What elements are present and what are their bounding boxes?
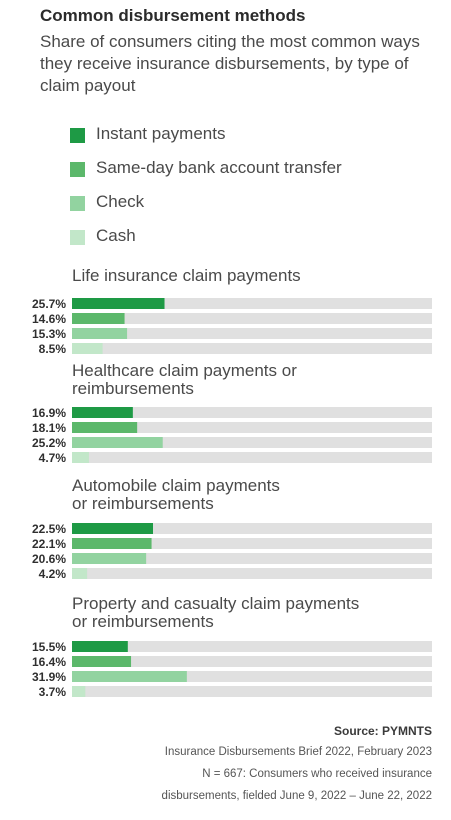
data-label: 18.1% [32, 421, 66, 435]
bar [72, 641, 128, 652]
data-label: 15.5% [32, 640, 66, 654]
chart-subtitle: Share of consumers citing the most commo… [40, 32, 420, 95]
footer-note-2: N = 667: Consumers who received insuranc… [202, 768, 432, 780]
group-title: Healthcare claim payments or [72, 361, 297, 380]
bar [72, 437, 163, 448]
data-label: 22.5% [32, 522, 66, 536]
data-label: 8.5% [39, 342, 67, 356]
legend-label: Cash [96, 226, 136, 245]
bar-track [72, 523, 432, 534]
data-label: 14.6% [32, 312, 66, 326]
bar-track [72, 452, 432, 463]
group-title: reimbursements [72, 379, 194, 398]
group-title: or reimbursements [72, 612, 214, 631]
data-label: 31.9% [32, 670, 66, 684]
bar [72, 328, 128, 339]
legend-swatch-instant [70, 128, 85, 143]
footer-note-1: Insurance Disbursements Brief 2022, Febr… [164, 746, 432, 758]
footer-note-3: disbursements, fielded June 9, 2022 – Ju… [161, 790, 432, 802]
bar [72, 568, 88, 579]
group-title: Property and casualty claim payments [72, 594, 359, 613]
data-label: 16.9% [32, 406, 66, 420]
group-title: or reimbursements [72, 494, 214, 513]
legend-label: Instant payments [96, 124, 226, 143]
bar [72, 422, 138, 433]
bar-track [72, 407, 432, 418]
bar-track [72, 656, 432, 667]
bar-track [72, 422, 432, 433]
bar [72, 656, 132, 667]
group-title: Automobile claim payments [72, 476, 280, 495]
bar-track [72, 641, 432, 652]
bar-track [72, 538, 432, 549]
bar [72, 553, 147, 564]
legend-swatch-same-day [70, 162, 85, 177]
bar-track [72, 437, 432, 448]
data-label: 16.4% [32, 655, 66, 669]
data-label: 22.1% [32, 537, 66, 551]
data-label: 15.3% [32, 327, 66, 341]
bar-track [72, 313, 432, 324]
group-title: Life insurance claim payments [72, 266, 301, 285]
bar-track [72, 568, 432, 579]
bar-track [72, 343, 432, 354]
bar [72, 452, 89, 463]
bar [72, 313, 125, 324]
legend-swatch-cash [70, 230, 85, 245]
source-label: Source: PYMNTS [333, 724, 432, 738]
legend-swatch-check [70, 196, 85, 211]
bar-track [72, 553, 432, 564]
bar [72, 538, 152, 549]
data-label: 4.7% [39, 451, 67, 465]
bar [72, 523, 153, 534]
data-label: 25.2% [32, 436, 66, 450]
bar-track [72, 671, 432, 682]
bar-track [72, 298, 432, 309]
bar [72, 686, 86, 697]
data-label: 4.2% [39, 567, 67, 581]
data-label: 20.6% [32, 552, 66, 566]
bar [72, 298, 165, 309]
data-label: 25.7% [32, 297, 66, 311]
bar-track [72, 328, 432, 339]
bar [72, 671, 187, 682]
legend-label: Same-day bank account transfer [96, 158, 342, 177]
bar-track [72, 686, 432, 697]
legend-label: Check [96, 192, 145, 211]
bar [72, 343, 103, 354]
bar [72, 407, 133, 418]
data-label: 3.7% [39, 685, 67, 699]
chart-title: Common disbursement methods [40, 6, 306, 25]
